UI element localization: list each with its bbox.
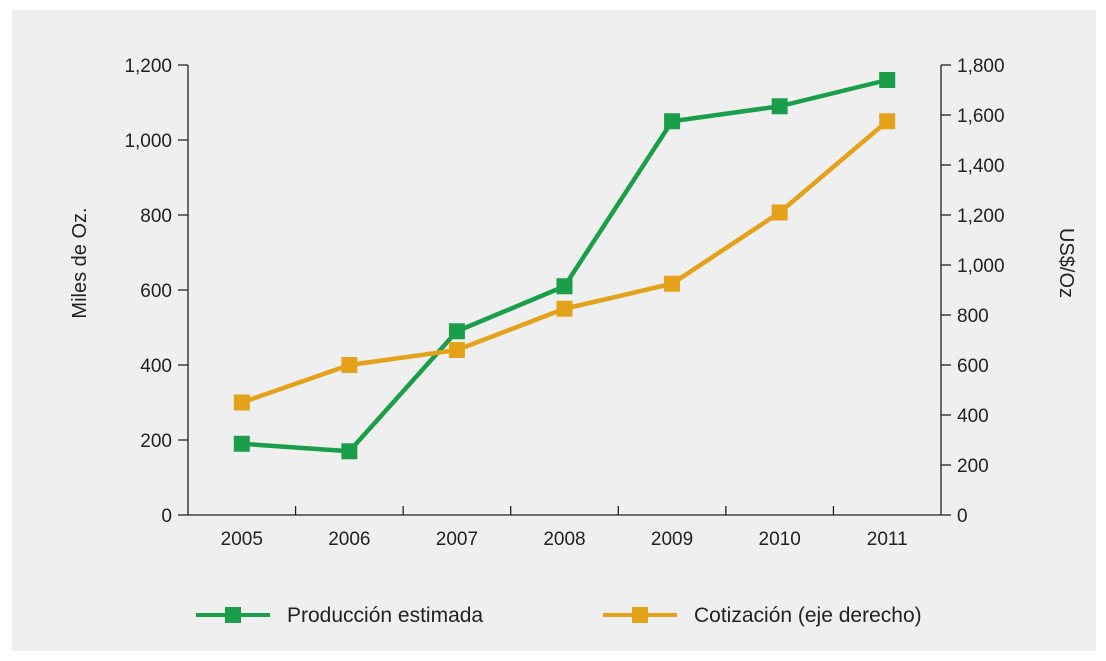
legend: Producción estimada Cotización (eje dere… [196, 604, 922, 627]
legend-item-production: Producción estimada [196, 604, 483, 627]
y-tick-label-left: 1,200 [124, 56, 172, 77]
data-point-price [556, 300, 573, 317]
y-tick-label-right: 200 [957, 456, 989, 477]
x-tick-label: 2010 [759, 529, 801, 550]
y-tick-label-right: 1,000 [957, 256, 1005, 277]
chart-background [12, 10, 1096, 651]
y-tick-label-left: 600 [140, 281, 172, 302]
y-tick-label-left: 1,000 [124, 131, 172, 152]
y-tick-label-right: 1,800 [957, 56, 1005, 77]
y-tick-label-left: 400 [140, 356, 172, 377]
x-tick-label: 2009 [651, 529, 693, 550]
legend-swatch-marker-production [225, 607, 241, 623]
data-point-production [233, 435, 250, 452]
y-tick-label-right: 0 [957, 506, 968, 527]
x-tick-label: 2005 [221, 529, 263, 550]
legend-label-price: Cotización (eje derecho) [694, 604, 922, 627]
data-point-price [448, 342, 465, 358]
data-point-production [448, 323, 465, 340]
legend-label-production: Producción estimada [287, 604, 483, 627]
data-point-price [341, 357, 358, 373]
chart-panel: 0 200 400 600 800 1,000 1,200 0 200 400 600 800 1,00… [12, 10, 1096, 651]
x-tick-label: 2006 [328, 529, 370, 550]
y-tick-label-left: 200 [140, 431, 172, 452]
y-tick-label-left: 800 [140, 206, 172, 227]
y-tick-label-right: 800 [957, 306, 989, 327]
legend-swatch-marker-price [632, 607, 648, 623]
y-tick-label-right: 1,600 [957, 106, 1005, 127]
data-point-price [664, 275, 681, 292]
data-point-production [664, 113, 681, 130]
data-point-production [771, 98, 788, 115]
y-axis-title-right: US$/Oz [1055, 228, 1077, 298]
series-layer [233, 72, 896, 460]
y-tick-label-right: 1,200 [957, 206, 1005, 227]
y-tick-label-right: 400 [957, 406, 989, 427]
y-tick-label-right: 1,400 [957, 156, 1005, 177]
data-point-price [233, 394, 250, 411]
x-tick-label: 2011 [867, 529, 908, 550]
y-tick-label-right: 600 [957, 356, 989, 377]
data-point-production [879, 72, 896, 88]
x-tick-label: 2008 [543, 529, 585, 550]
y-tick-label-left: 0 [161, 506, 172, 527]
data-point-price [771, 204, 788, 221]
y-axis-title-left: Miles de Oz. [69, 207, 91, 318]
x-tick-label: 2007 [436, 529, 478, 550]
data-point-price [879, 113, 896, 130]
axes: 0 200 400 600 800 1,000 1,200 0 200 400 600 800 1,00… [124, 56, 1004, 550]
chart: 0 200 400 600 800 1,000 1,200 0 200 400 600 800 1,00… [12, 10, 1096, 651]
data-point-production [341, 443, 358, 460]
legend-item-price: Cotización (eje derecho) [603, 604, 922, 627]
data-point-production [556, 278, 573, 295]
